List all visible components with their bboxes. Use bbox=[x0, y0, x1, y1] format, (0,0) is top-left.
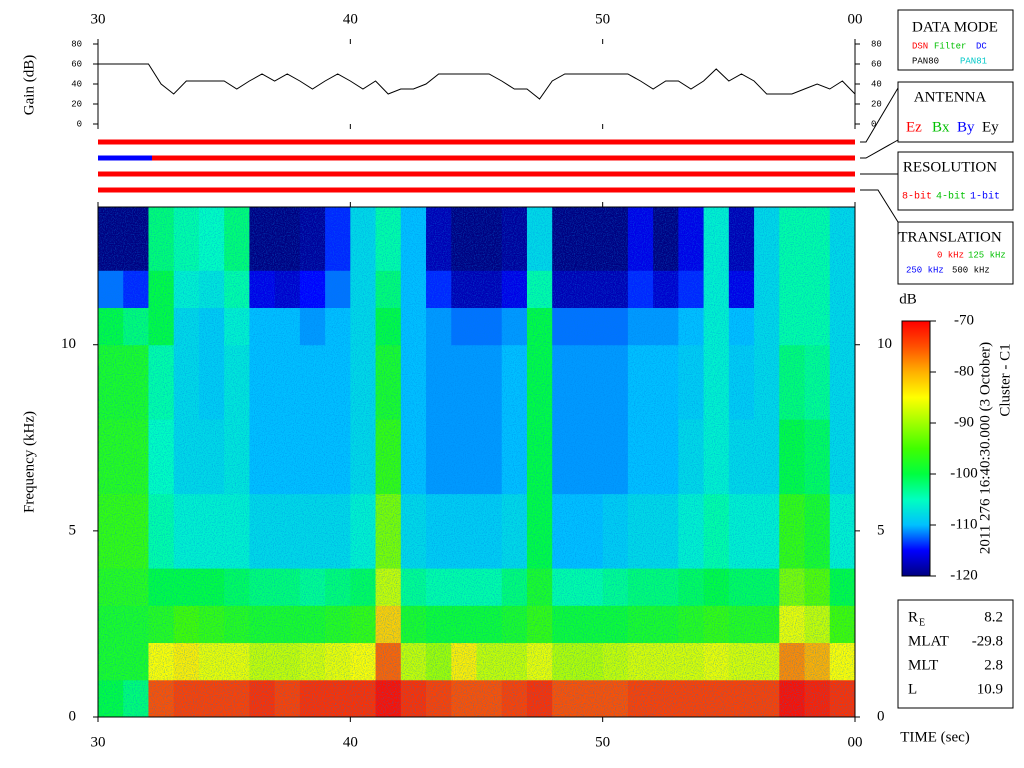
colorbar bbox=[901, 320, 931, 577]
panel-item: Ey bbox=[982, 119, 999, 135]
gain-line bbox=[98, 63, 856, 100]
x-tick-label: 00 bbox=[848, 734, 863, 750]
x-tick-label: 50 bbox=[595, 734, 610, 750]
noise-texture bbox=[98, 207, 855, 717]
panel-item: 4-bit bbox=[936, 191, 966, 203]
frequency-axis-label: Frequency (kHz) bbox=[21, 411, 37, 513]
colorbar-tick-label: -70 bbox=[954, 312, 974, 328]
colorbar-tick-label: -120 bbox=[950, 567, 978, 583]
ephemeris-value: -29.8 bbox=[972, 633, 1003, 649]
ephemeris-value: 8.2 bbox=[984, 609, 1003, 625]
panel-item: 250 kHz bbox=[906, 265, 944, 275]
panel-item: 0 kHz bbox=[937, 250, 964, 260]
x-tick-label: 00 bbox=[848, 11, 863, 27]
x-tick-label: 40 bbox=[343, 734, 358, 750]
ephemeris-label: R bbox=[908, 609, 918, 625]
panel-item: PAN81 bbox=[960, 56, 987, 66]
panel-title: RESOLUTION bbox=[903, 159, 997, 175]
y-tick-label: 40 bbox=[871, 79, 882, 89]
y-tick-label: 5 bbox=[69, 522, 77, 538]
x-tick-label: 40 bbox=[343, 11, 358, 27]
spacecraft: Cluster - C1 bbox=[997, 343, 1013, 416]
x-tick-label: 30 bbox=[91, 734, 106, 750]
ephemeris-box bbox=[897, 599, 1014, 709]
antenna-panel: ANTENNA Ez Bx By Ey bbox=[897, 81, 1014, 143]
ephemeris-label: MLT bbox=[908, 657, 938, 673]
resolution-panel: RESOLUTION 8-bit 4-bit 1-bit bbox=[897, 151, 1014, 211]
data-mode-panel: DATA MODE DSN Filter DC PAN80 PAN81 bbox=[897, 9, 1014, 71]
x-tick-label: 50 bbox=[595, 11, 610, 27]
colorbar-tick-label: -90 bbox=[954, 414, 974, 430]
panel-item: PAN80 bbox=[912, 56, 939, 66]
y-tick-label: 80 bbox=[71, 39, 82, 49]
ephemeris-value: 2.8 bbox=[984, 657, 1003, 673]
panel-item: 8-bit bbox=[902, 191, 932, 203]
y-tick-label: 40 bbox=[71, 79, 82, 89]
colorbar-tick-label: -110 bbox=[951, 516, 978, 532]
ephemeris-value: 10.9 bbox=[977, 681, 1003, 697]
panel-box bbox=[897, 221, 1014, 285]
translation-panel: TRANSLATION 0 kHz 125 kHz 250 kHz 500 kH… bbox=[897, 221, 1014, 285]
panel-item: Ez bbox=[906, 119, 922, 135]
panel-title: DATA MODE bbox=[912, 19, 998, 35]
y-tick-label: 0 bbox=[871, 119, 876, 129]
spectrogram bbox=[98, 207, 855, 717]
ephemeris: R E 8.2 MLAT -29.8 MLT 2.8 L 10.9 bbox=[908, 609, 1003, 697]
panel-item: 500 kHz bbox=[952, 265, 990, 275]
y-tick-label: 80 bbox=[871, 39, 882, 49]
timestamp: 2011 276 16:40:30.000 (3 October) bbox=[977, 342, 993, 554]
y-tick-label: 10 bbox=[61, 336, 76, 352]
panel-title: ANTENNA bbox=[914, 89, 987, 105]
colorbar-tick-label: -80 bbox=[954, 363, 974, 379]
gain-axis-label: Gain (dB) bbox=[21, 55, 37, 115]
y-tick-label: 0 bbox=[877, 708, 885, 724]
ephemeris-label: L bbox=[908, 681, 917, 697]
panel-item: Filter bbox=[934, 41, 966, 51]
connector bbox=[860, 139, 899, 159]
y-tick-label: 0 bbox=[69, 708, 77, 724]
panel-item: 1-bit bbox=[970, 191, 1000, 203]
time-axis-label: TIME (sec) bbox=[900, 729, 970, 745]
y-tick-label: 60 bbox=[871, 59, 882, 69]
y-tick-label: 5 bbox=[877, 522, 885, 538]
y-tick-label: 60 bbox=[71, 59, 82, 69]
panel-item: DSN bbox=[912, 41, 928, 51]
status-bars bbox=[98, 87, 899, 223]
panel-box bbox=[897, 151, 1014, 211]
panel-box bbox=[897, 9, 1014, 71]
colorbar-label: dB bbox=[899, 291, 917, 307]
y-tick-label: 10 bbox=[877, 336, 892, 352]
panel-box bbox=[897, 81, 1014, 143]
y-tick-label: 20 bbox=[71, 99, 82, 109]
colorbar-tick-label: -100 bbox=[950, 465, 978, 481]
panel-title: TRANSLATION bbox=[898, 229, 1001, 245]
panel-item: Bx bbox=[932, 119, 950, 135]
plot-frame bbox=[97, 206, 856, 718]
connector bbox=[860, 189, 899, 223]
x-tick-label: 30 bbox=[91, 11, 106, 27]
y-tick-label: 20 bbox=[871, 99, 882, 109]
panel-item: DC bbox=[976, 41, 987, 51]
connector bbox=[860, 87, 899, 143]
panel-item: By bbox=[957, 119, 975, 135]
y-tick-label: 0 bbox=[77, 119, 82, 129]
ephemeris-label: MLAT bbox=[908, 633, 949, 649]
ephemeris-subscript: E bbox=[919, 617, 925, 628]
panel-item: 125 kHz bbox=[968, 250, 1006, 260]
